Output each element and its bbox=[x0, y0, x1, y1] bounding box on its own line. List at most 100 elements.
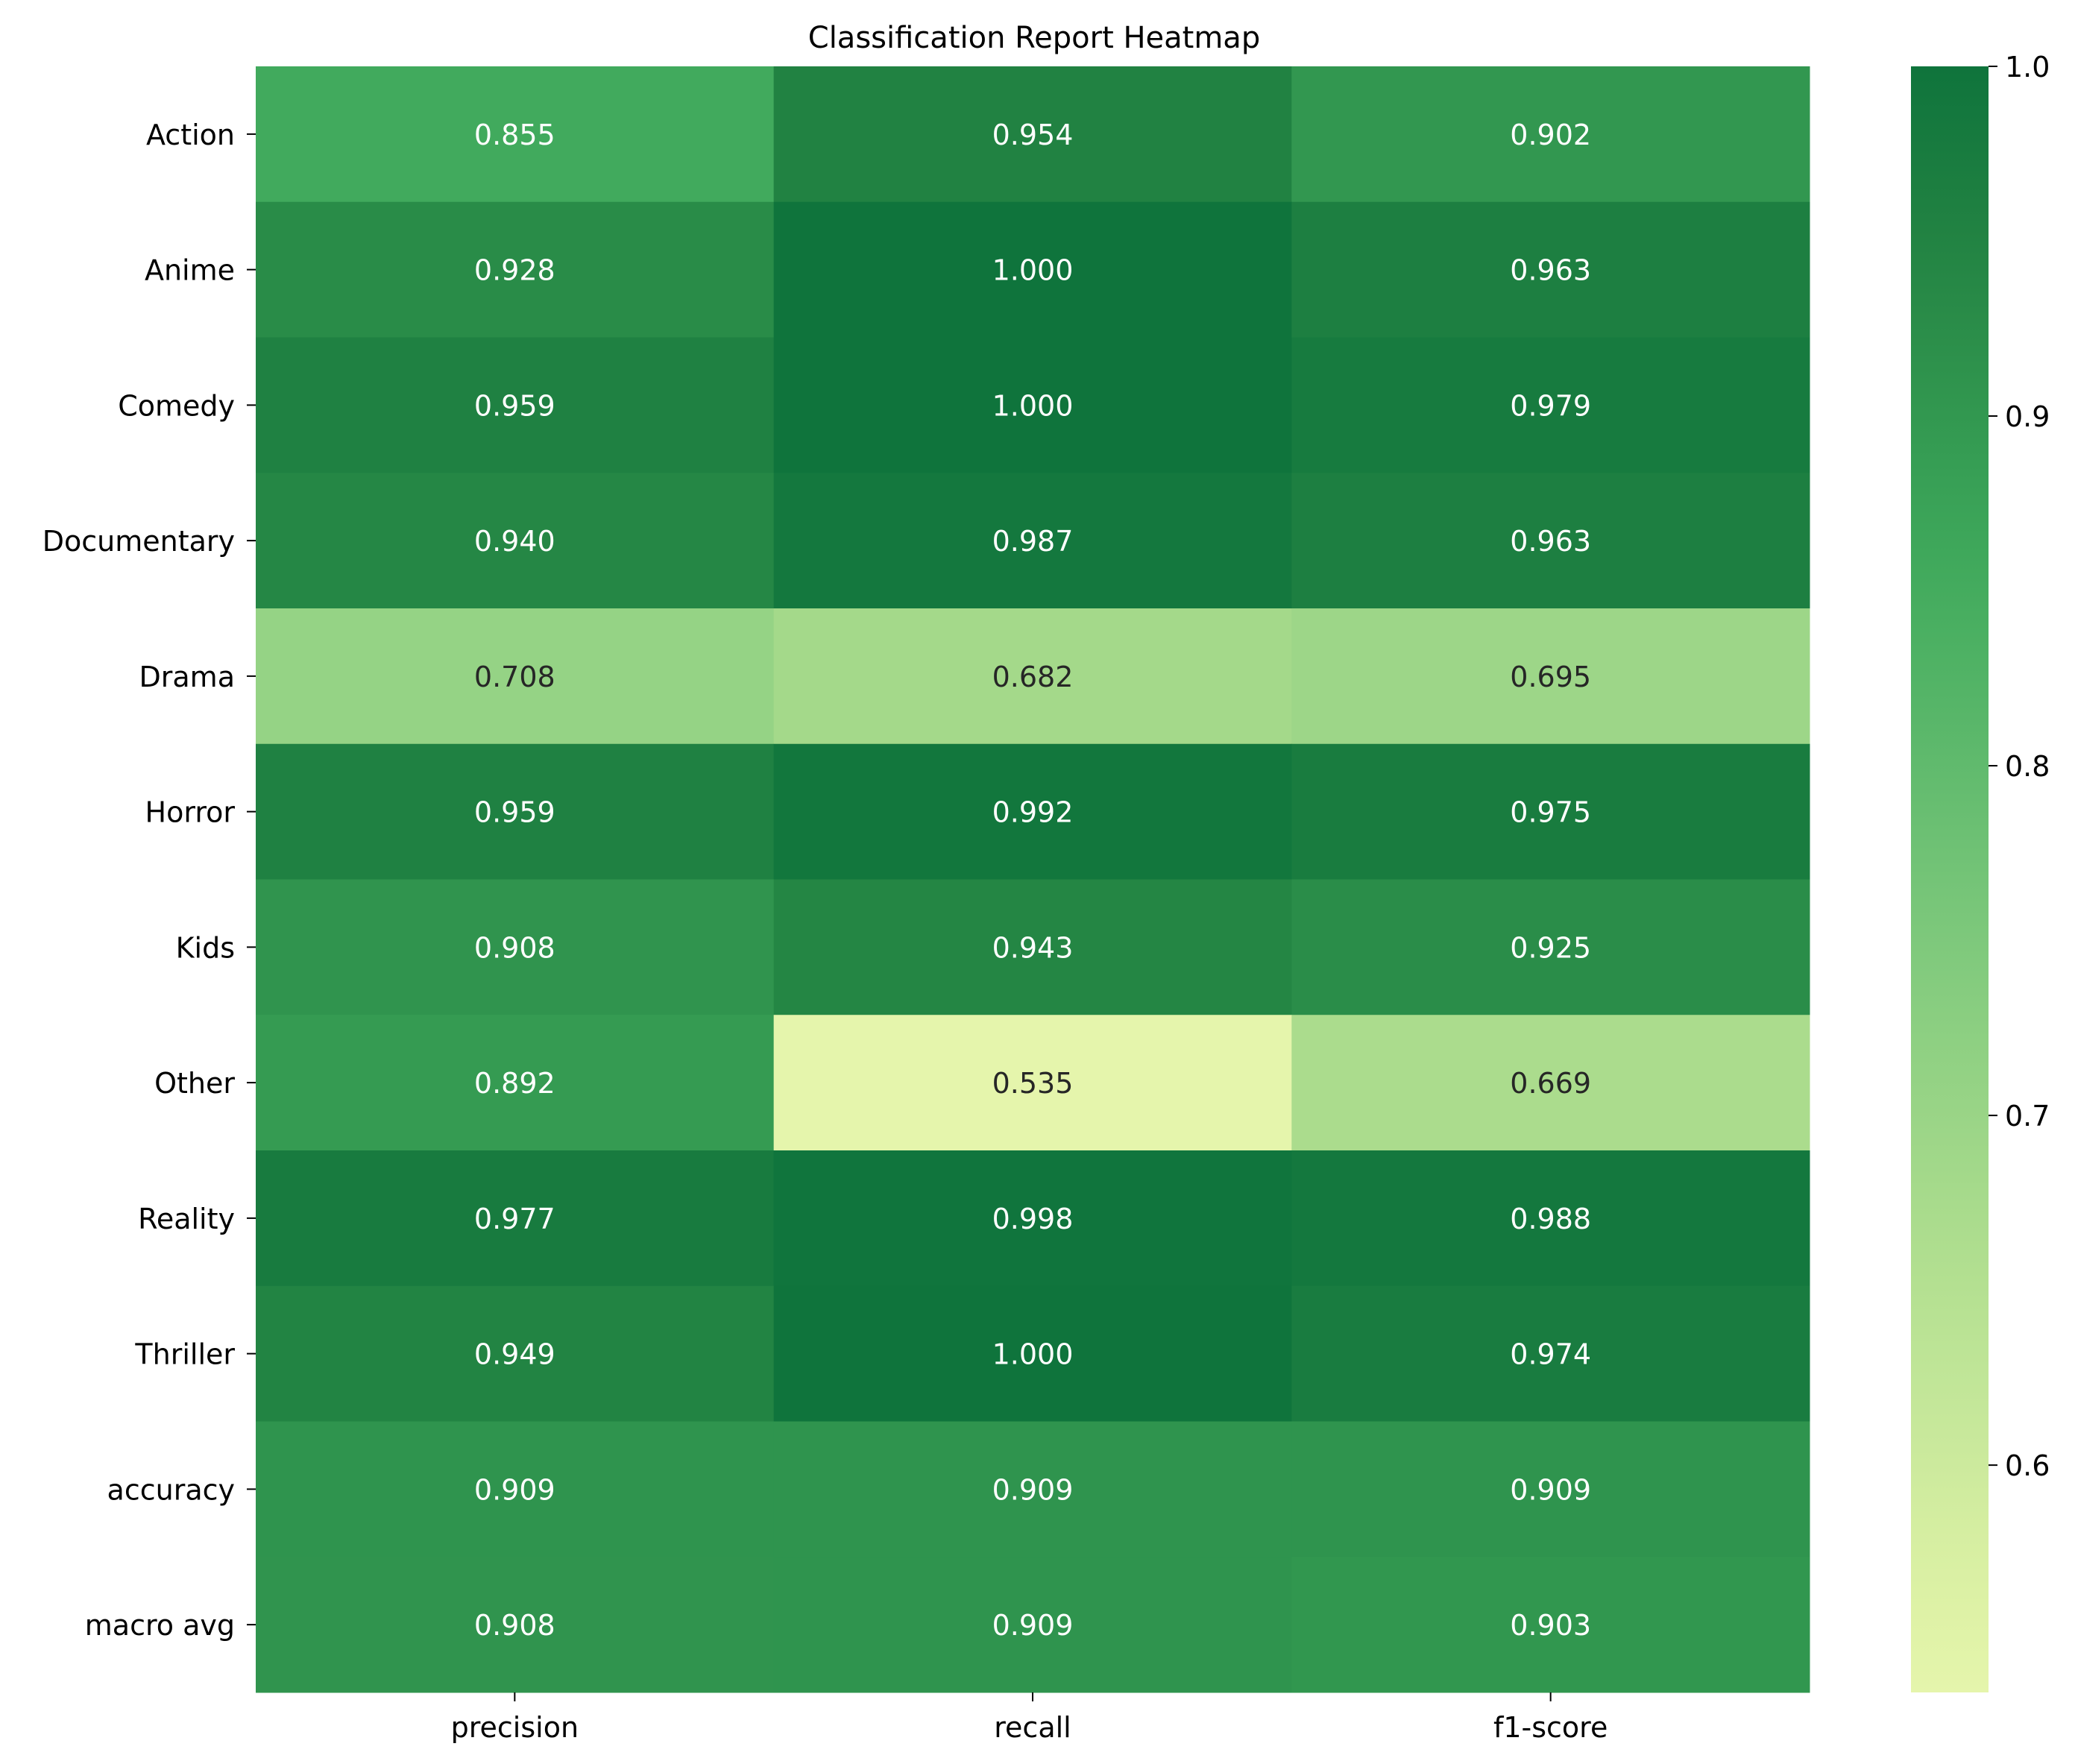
row-label: Reality bbox=[138, 1203, 235, 1235]
heatmap-cell bbox=[256, 608, 775, 745]
cell-value-label: 0.959 bbox=[474, 389, 555, 422]
cell-value-label: 0.974 bbox=[1510, 1338, 1591, 1371]
row-label: Thriller bbox=[134, 1338, 235, 1371]
cell-value-label: 0.909 bbox=[992, 1609, 1074, 1642]
colorbar: 0.6 0.7 0.8 0.9 1.0 bbox=[1911, 51, 2050, 1692]
heatmap-cell bbox=[1291, 201, 1810, 338]
heatmap-cell bbox=[773, 608, 1292, 745]
row-label: Drama bbox=[139, 661, 235, 693]
column-label: recall bbox=[994, 1711, 1071, 1744]
heatmap-cell bbox=[1291, 1285, 1810, 1422]
heatmap-cell bbox=[256, 66, 775, 203]
colorbar-tick-label: 0.8 bbox=[2005, 750, 2050, 783]
colorbar-tick-label: 1.0 bbox=[2005, 51, 2050, 84]
heatmap-cell bbox=[256, 337, 775, 473]
cell-value-label: 0.943 bbox=[992, 931, 1074, 964]
cell-value-label: 1.000 bbox=[992, 1338, 1074, 1371]
heatmap-cell bbox=[773, 1015, 1292, 1151]
cell-value-label: 0.855 bbox=[474, 119, 555, 151]
cell-value-label: 0.963 bbox=[1510, 525, 1591, 558]
cell-value-label: 0.695 bbox=[1510, 661, 1591, 693]
row-label: Comedy bbox=[118, 389, 235, 422]
heatmap-cell bbox=[773, 473, 1292, 609]
row-label: accuracy bbox=[107, 1473, 235, 1506]
cell-value-label: 0.987 bbox=[992, 525, 1074, 558]
row-label: macro avg bbox=[85, 1609, 235, 1642]
heatmap-cell bbox=[1291, 1557, 1810, 1693]
column-label: precision bbox=[451, 1711, 579, 1744]
cell-value-label: 0.954 bbox=[992, 119, 1074, 151]
cell-value-label: 0.949 bbox=[474, 1338, 555, 1371]
heatmap-cells: 0.855 0.954 0.902 0.928 1.000 0.963 0.959 1.000… bbox=[256, 66, 1810, 1693]
cell-value-label: 0.959 bbox=[474, 796, 555, 829]
cell-value-label: 0.979 bbox=[1510, 389, 1591, 422]
heatmap-cell bbox=[773, 1285, 1292, 1422]
row-label: Other bbox=[154, 1067, 235, 1100]
row-label: Anime bbox=[145, 254, 235, 287]
cell-value-label: 0.975 bbox=[1510, 796, 1591, 829]
cell-value-label: 1.000 bbox=[992, 254, 1074, 287]
cell-value-label: 0.903 bbox=[1510, 1609, 1591, 1642]
heatmap-cell bbox=[256, 1285, 775, 1422]
row-label: Kids bbox=[176, 931, 235, 964]
heatmap-cell bbox=[773, 1557, 1292, 1693]
cell-value-label: 0.977 bbox=[474, 1203, 555, 1235]
heatmap-cell bbox=[773, 201, 1292, 338]
row-labels: Action Anime Comedy Documentary Drama Horror K… bbox=[42, 119, 256, 1642]
heatmap-cell bbox=[1291, 879, 1810, 1015]
heatmap-cell bbox=[773, 743, 1292, 880]
cell-value-label: 0.669 bbox=[1510, 1067, 1591, 1100]
heatmap-cell bbox=[256, 1150, 775, 1287]
cell-value-label: 0.682 bbox=[992, 661, 1074, 693]
heatmap-cell bbox=[1291, 743, 1810, 880]
cell-value-label: 0.909 bbox=[992, 1473, 1074, 1506]
cell-value-label: 0.908 bbox=[474, 1609, 555, 1642]
colorbar-gradient bbox=[1911, 66, 1989, 1692]
cell-value-label: 0.998 bbox=[992, 1203, 1074, 1235]
cell-value-label: 0.908 bbox=[474, 931, 555, 964]
colorbar-tick-label: 0.9 bbox=[2005, 400, 2050, 433]
heatmap-cell bbox=[256, 743, 775, 880]
heatmap-cell bbox=[1291, 66, 1810, 203]
column-labels: precision recall f1-score bbox=[451, 1692, 1608, 1744]
heatmap-cell bbox=[256, 473, 775, 609]
row-label: Documentary bbox=[42, 525, 235, 558]
cell-value-label: 0.892 bbox=[474, 1067, 555, 1100]
heatmap-cell bbox=[773, 1421, 1292, 1557]
cell-value-label: 0.909 bbox=[1510, 1473, 1591, 1506]
heatmap-cell bbox=[1291, 608, 1810, 745]
cell-value-label: 0.928 bbox=[474, 254, 555, 287]
cell-value-label: 0.988 bbox=[1510, 1203, 1591, 1235]
heatmap-cell bbox=[1291, 1015, 1810, 1151]
cell-value-label: 0.535 bbox=[992, 1067, 1074, 1100]
cell-value-label: 1.000 bbox=[992, 389, 1074, 422]
heatmap-cell bbox=[1291, 337, 1810, 473]
cell-value-label: 0.963 bbox=[1510, 254, 1591, 287]
cell-value-label: 0.940 bbox=[474, 525, 555, 558]
cell-value-label: 0.902 bbox=[1510, 119, 1591, 151]
heatmap-cell bbox=[1291, 473, 1810, 609]
heatmap-cell bbox=[1291, 1421, 1810, 1557]
cell-value-label: 0.708 bbox=[474, 661, 555, 693]
heatmap-cell bbox=[773, 879, 1292, 1015]
column-label: f1-score bbox=[1493, 1711, 1608, 1744]
colorbar-tick-label: 0.7 bbox=[2005, 1100, 2050, 1133]
heatmap-cell bbox=[1291, 1150, 1810, 1287]
heatmap-cell bbox=[256, 1421, 775, 1557]
heatmap-cell bbox=[256, 201, 775, 338]
cell-value-label: 0.909 bbox=[474, 1473, 555, 1506]
cell-value-label: 0.925 bbox=[1510, 931, 1591, 964]
colorbar-tick-label: 0.6 bbox=[2005, 1449, 2050, 1482]
heatmap-cell bbox=[773, 337, 1292, 473]
heatmap-cell bbox=[256, 879, 775, 1015]
cell-value-label: 0.992 bbox=[992, 796, 1074, 829]
heatmap-cell bbox=[773, 1150, 1292, 1287]
row-label: Horror bbox=[145, 796, 236, 829]
row-label: Action bbox=[146, 119, 235, 151]
heatmap-cell bbox=[256, 1015, 775, 1151]
heatmap-cell bbox=[773, 66, 1292, 203]
chart-title: Classification Report Heatmap bbox=[808, 21, 1260, 55]
heatmap-cell bbox=[256, 1557, 775, 1693]
